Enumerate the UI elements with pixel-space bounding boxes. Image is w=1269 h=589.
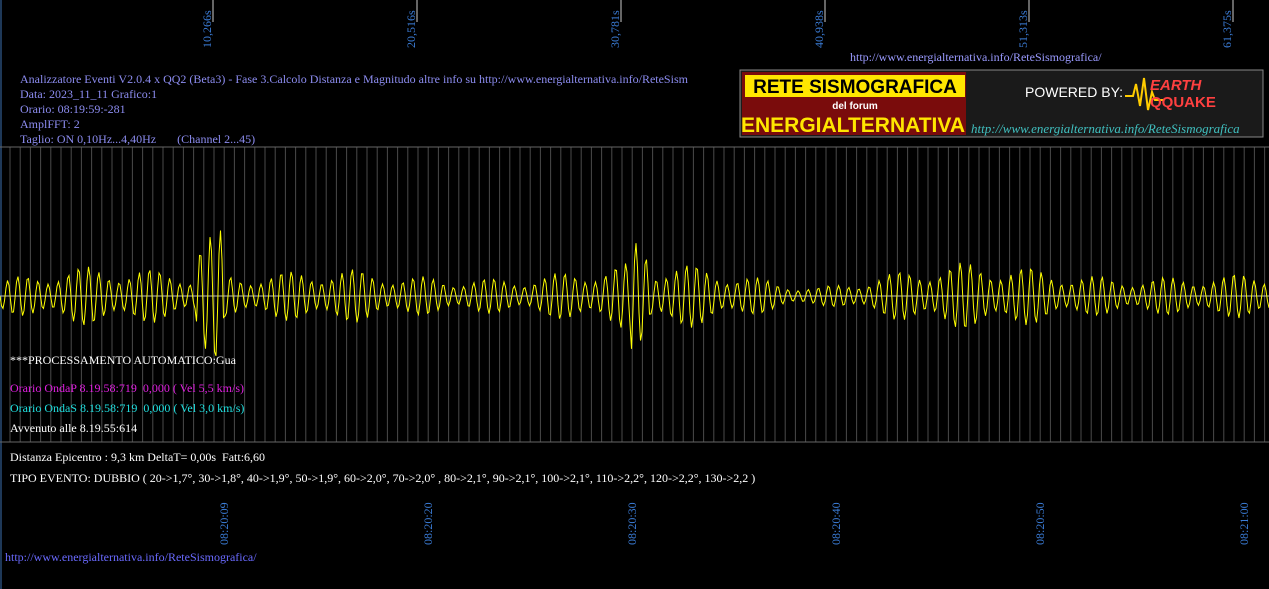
bottom-time-label: 08:20:40 — [829, 502, 843, 545]
info-line: AmplFFT: 2 — [20, 117, 80, 131]
waveform — [0, 230, 1269, 356]
info-line: Data: 2023_11_11 Grafico:1 — [20, 87, 157, 101]
logo-brand: EARTH — [1150, 77, 1203, 94]
logo-subtitle: del forum — [832, 101, 878, 112]
footer-url: http://www.energialternativa.info/ReteSi… — [5, 550, 257, 564]
logo-brand: QQUAKE — [1150, 94, 1216, 111]
logo-band — [745, 75, 965, 97]
info-line: Taglio: ON 0,10Hz...4,40Hz (Channel 2...… — [20, 132, 255, 146]
status: ***PROCESSAMENTO AUTOMATICO:Gua — [10, 353, 237, 367]
logo-title: ENERGIALTERNATIVA — [741, 114, 965, 137]
logo-url: http://www.energialternativa.info/ReteSi… — [971, 121, 1240, 136]
top-time-label: 10,266s — [200, 10, 214, 48]
s-wave: Orario OndaS 8.19.58:719 0,000 ( Vel 3,0… — [10, 401, 244, 415]
logo-title: RETE SISMOGRAFICA — [753, 77, 957, 98]
top-time-label: 30,781s — [608, 10, 622, 48]
occurred: Avvenuto alle 8.19.55:614 — [10, 421, 137, 435]
time-axes: 10,266s 20,516s 30,781s 40,938s 51,313s 61,37… — [200, 0, 1251, 545]
top-time-label: 51,313s — [1016, 10, 1030, 48]
bottom-time-label: 08:20:20 — [421, 502, 435, 545]
distance: Distanza Epicentro : 9,3 km DeltaT= 0,00… — [10, 450, 265, 464]
p-wave: Orario OndaP 8.19.58:719 0,000 ( Vel 5,5… — [10, 381, 244, 395]
logo-icon — [1125, 77, 1163, 111]
event-type: TIPO EVENTO: DUBBIO ( 20->1,7°, 30->1,8°… — [10, 471, 755, 485]
header-url: http://www.energialternativa.info/ReteSi… — [850, 50, 1102, 64]
logo-powered: POWERED BY: — [1025, 84, 1123, 100]
info-line: Analizzatore Eventi V2.0.4 x QQ2 (Beta3)… — [20, 72, 689, 86]
logo: RETE SISMOGRAFICA del forum ENERGIALTERN… — [739, 69, 1264, 138]
top-time-label: 20,516s — [404, 10, 418, 48]
bottom-time-label: 08:20:09 — [217, 502, 231, 545]
top-time-label: 40,938s — [812, 10, 826, 48]
bottom-time-label: 08:20:50 — [1033, 502, 1047, 545]
header-info: Analizzatore Eventi V2.0.4 x QQ2 (Beta3)… — [20, 72, 689, 146]
top-time-label: 61,375s — [1220, 10, 1234, 48]
bottom-time-label: 08:21:00 — [1237, 502, 1251, 545]
bottom-time-label: 08:20:30 — [625, 502, 639, 545]
info-line: Orario: 08:19:59:-281 — [20, 102, 126, 116]
